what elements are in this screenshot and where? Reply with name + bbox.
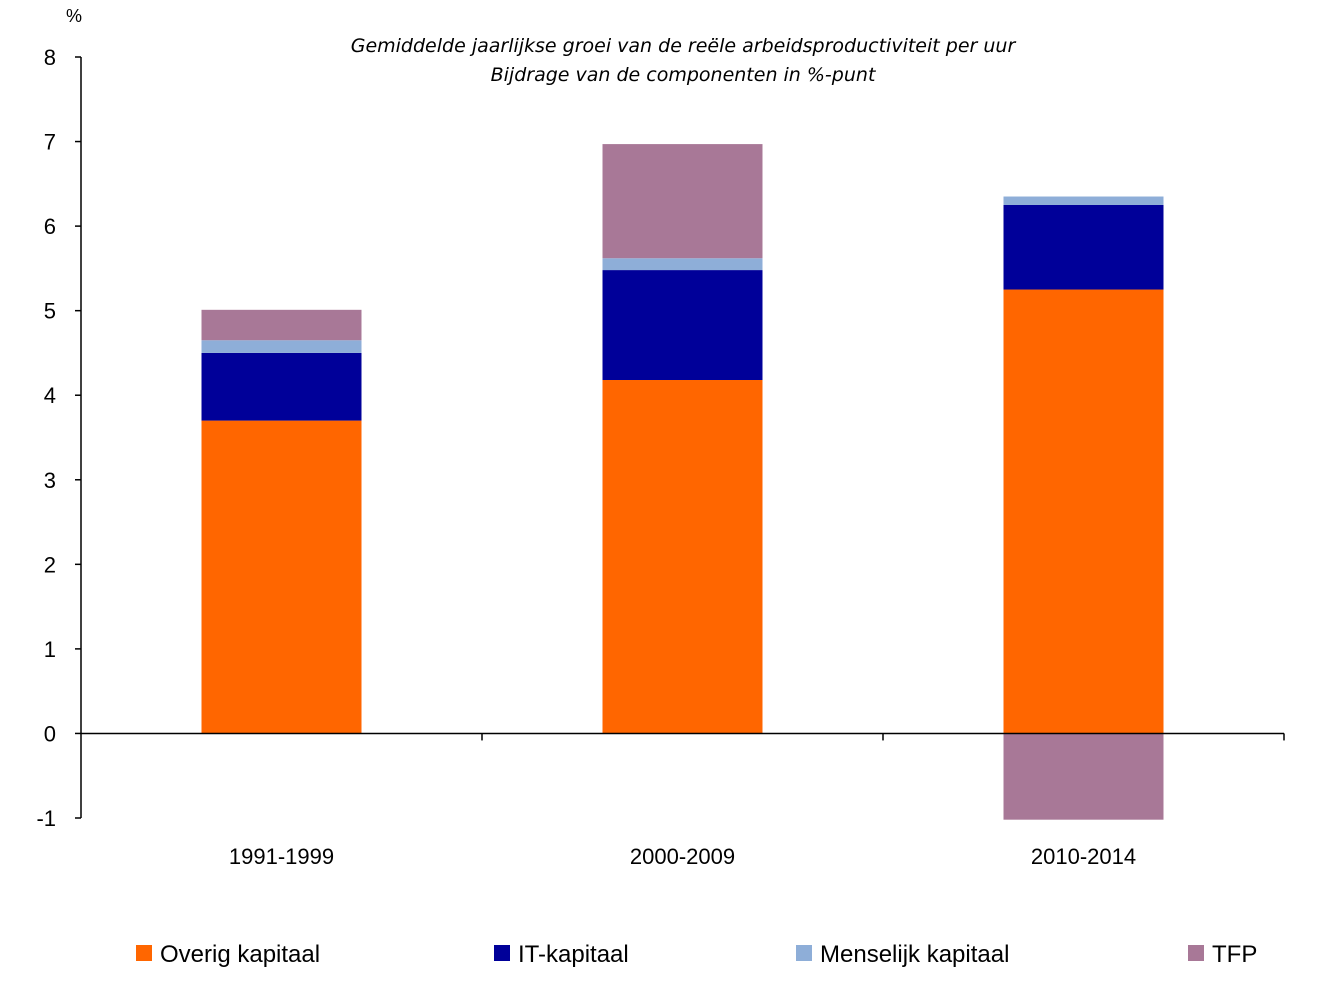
legend: Overig kapitaal IT-kapitaal Menselijk kapi… bbox=[136, 941, 1257, 968]
bar-it-kapitaal-2010-2014 bbox=[1003, 204, 1164, 290]
bar-tfp-2010-2014 bbox=[1003, 733, 1164, 820]
y-tick-label: 2 bbox=[44, 552, 56, 577]
y-tick-label: 1 bbox=[44, 637, 56, 662]
legend-swatch-it-kapitaal bbox=[494, 945, 510, 961]
legend-label: TFP bbox=[1212, 941, 1257, 968]
bar-it-kapitaal-1991-1999 bbox=[201, 352, 362, 421]
x-category-label: 1991-1999 bbox=[229, 844, 334, 869]
y-tick-label: -1 bbox=[36, 806, 56, 831]
y-tick-label: 7 bbox=[44, 130, 56, 155]
x-category-label: 2000-2009 bbox=[630, 844, 735, 869]
legend-label: Menselijk kapitaal bbox=[820, 941, 1009, 968]
bar-overig-kapitaal-1991-1999 bbox=[201, 420, 362, 734]
y-tick-label: 5 bbox=[44, 299, 56, 324]
x-category-label: 2010-2014 bbox=[1031, 844, 1136, 869]
bar-it-kapitaal-2000-2009 bbox=[602, 270, 763, 380]
legend-label: Overig kapitaal bbox=[160, 941, 320, 968]
bar-menselijk-kapitaal-2010-2014 bbox=[1003, 196, 1164, 205]
bar-menselijk-kapitaal-2000-2009 bbox=[602, 258, 763, 271]
chart-subtitle: Bijdrage van de componenten in %-punt bbox=[491, 64, 877, 86]
bar-overig-kapitaal-2010-2014 bbox=[1003, 289, 1164, 734]
legend-swatch-menselijk-kapitaal bbox=[796, 945, 812, 961]
bar-tfp-1991-1999 bbox=[201, 309, 362, 341]
y-axis-unit-label: % bbox=[66, 6, 82, 26]
y-tick-label: 8 bbox=[44, 45, 56, 70]
y-tick-label: 3 bbox=[44, 468, 56, 493]
chart-title: Gemiddelde jaarlijkse groei van de reële… bbox=[351, 35, 1017, 57]
legend-label: IT-kapitaal bbox=[518, 941, 629, 968]
legend-swatch-overig-kapitaal bbox=[136, 945, 152, 961]
bar-tfp-2000-2009 bbox=[602, 144, 763, 259]
y-tick-label: 4 bbox=[44, 383, 56, 408]
bar-overig-kapitaal-2000-2009 bbox=[602, 380, 763, 734]
bar-menselijk-kapitaal-1991-1999 bbox=[201, 340, 362, 353]
axes-group: -1 0 1 2 3 4 5 6 7 8 1991-1999 2000-2009 2010-2014 bbox=[36, 45, 1285, 869]
bars-group bbox=[201, 144, 1164, 820]
legend-swatch-tfp bbox=[1188, 945, 1204, 961]
y-tick-label: 0 bbox=[44, 721, 56, 746]
y-tick-label: 6 bbox=[44, 214, 56, 239]
